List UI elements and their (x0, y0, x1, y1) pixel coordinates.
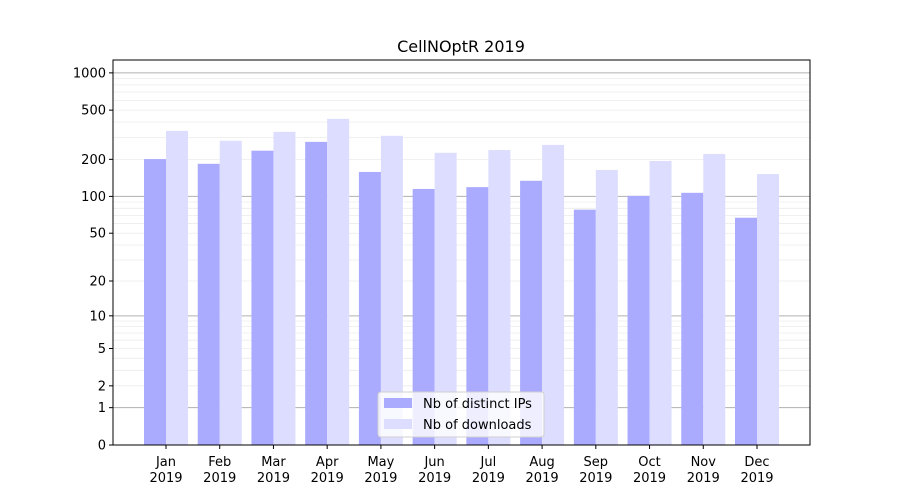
bar-distinct-ips (305, 141, 328, 445)
bar-downloads (542, 144, 565, 446)
x-tick-label: May 2019 (364, 455, 397, 486)
bar-distinct-ips (520, 180, 543, 445)
y-tick-label: 1000 (73, 66, 106, 81)
y-tick-label: 200 (81, 153, 106, 168)
y-tick-label: 0 (98, 439, 106, 454)
legend-swatch (384, 419, 412, 429)
legend: Nb of distinct IPs Nb of downloads (377, 391, 545, 438)
x-tick-label: Sep 2019 (579, 455, 612, 486)
bar-downloads (166, 130, 188, 445)
legend-label: Nb of distinct IPs (423, 397, 532, 412)
bar-distinct-ips (735, 217, 757, 445)
chart-title: CellNOptR 2019 (397, 37, 525, 56)
x-tick-label: Jun 2019 (418, 455, 451, 486)
bar-downloads (488, 150, 511, 445)
legend-box (377, 391, 545, 438)
y-tick-label: 50 (89, 227, 106, 242)
y-tick-label: 20 (89, 275, 106, 290)
bar-downloads (380, 135, 403, 446)
x-tick-label: Oct 2019 (633, 455, 666, 486)
bar-downloads (434, 152, 457, 446)
bar-downloads (757, 174, 779, 445)
x-tick-label: Feb 2019 (203, 455, 236, 486)
y-tick-label: 10 (89, 309, 106, 324)
plot-frame (112, 59, 811, 446)
x-tick-label: Aug 2019 (526, 455, 559, 486)
bar-downloads (219, 140, 242, 446)
x-tick-label: Mar 2019 (257, 455, 290, 486)
bar-distinct-ips (412, 188, 435, 445)
bar-distinct-ips (144, 159, 166, 445)
x-tick-label: Nov 2019 (687, 455, 720, 486)
bar-downloads (703, 153, 726, 446)
bar-downloads (327, 118, 350, 445)
bar-distinct-ips (681, 192, 704, 445)
bar-distinct-ips (197, 163, 220, 445)
bar-distinct-ips (627, 195, 650, 445)
x-tick-label: Jul 2019 (472, 455, 505, 486)
y-tick-label: 100 (81, 190, 106, 205)
legend-label: Nb of downloads (423, 418, 532, 433)
y-tick-label: 5 (98, 342, 106, 357)
y-tick-label: 1 (98, 401, 106, 416)
bar-downloads (273, 131, 296, 445)
x-axis: Jan 2019 Feb 2019 Mar 2019 Apr 2019 May 2019 Jun 20… (149, 445, 774, 486)
bar-distinct-ips (573, 209, 596, 445)
y-tick-label: 2 (98, 379, 106, 394)
bars (144, 118, 779, 446)
bar-distinct-ips (466, 187, 489, 445)
bar-distinct-ips (358, 171, 381, 445)
y-axis: 0 1 2 5 10 20 50 100 200 500 1000 (73, 66, 113, 454)
x-tick-label: Apr 2019 (311, 455, 344, 486)
bar-distinct-ips (251, 150, 274, 445)
bar-downloads (595, 169, 618, 446)
bar-downloads (649, 160, 672, 446)
legend-swatch (384, 398, 412, 408)
x-tick-label: Dec 2019 (740, 455, 773, 486)
y-tick-label: 500 (81, 104, 106, 119)
x-tick-label: Jan 2019 (149, 455, 182, 486)
